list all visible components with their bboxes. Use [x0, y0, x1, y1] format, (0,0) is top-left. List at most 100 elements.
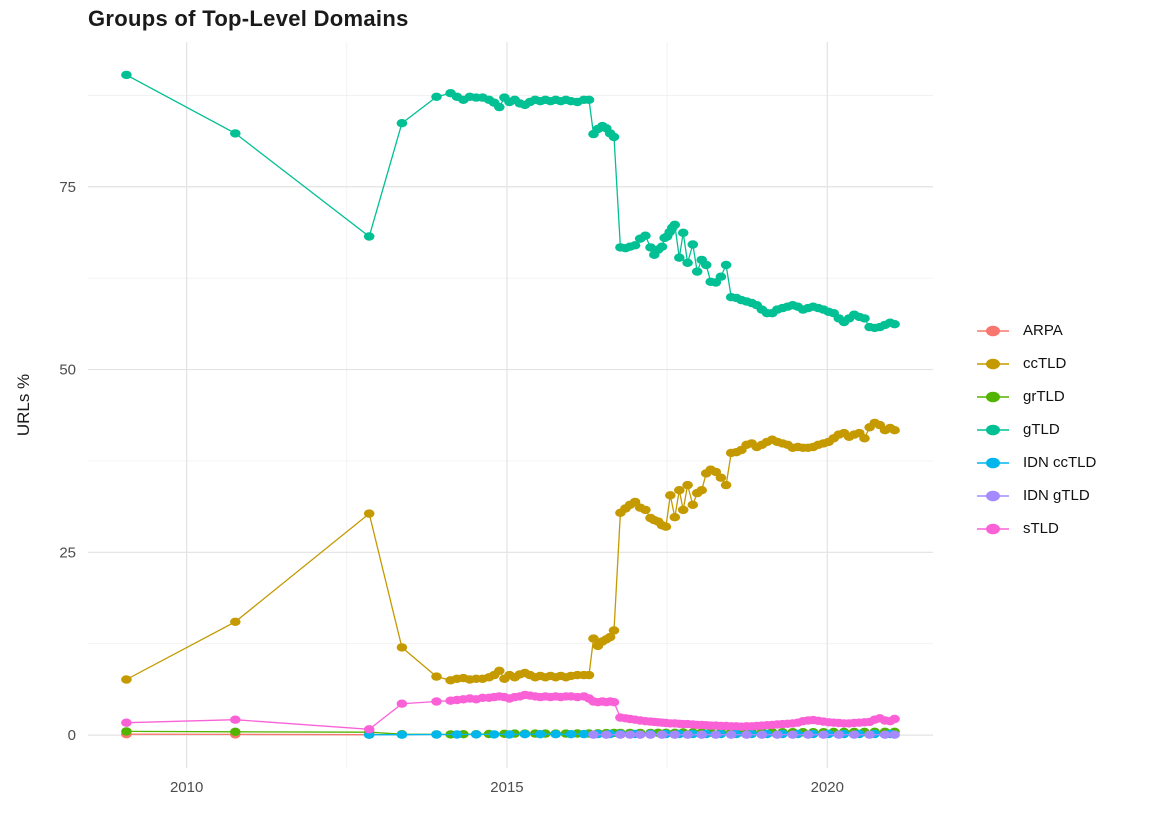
data-point-IDN-gTLD [624, 730, 636, 739]
data-point-ccTLD [583, 670, 595, 680]
data-point-IDN-gTLD [818, 730, 829, 739]
data-point-ccTLD [604, 632, 616, 642]
legend-key-icon [977, 457, 1009, 468]
legend-label: sTLD [1023, 520, 1059, 537]
legend-key-icon [977, 391, 1009, 402]
data-point-grTLD [230, 727, 241, 736]
data-point-IDN-gTLD [696, 730, 707, 739]
data-point-IDN-gTLD [864, 730, 875, 739]
legend-key-dot [986, 325, 1000, 336]
data-point-gTLD [494, 102, 505, 112]
x-tick-label: 2010 [170, 779, 203, 796]
data-point-IDN-gTLD [725, 730, 737, 739]
legend-key-dot [986, 424, 1000, 435]
data-point-sTLD [230, 715, 241, 724]
data-point-gTLD [629, 241, 641, 250]
data-point-ccTLD [687, 500, 699, 509]
legend-item-IDN-ccTLD: IDN ccTLD [976, 446, 1096, 479]
data-point-IDN-gTLD [756, 730, 768, 739]
data-point-ccTLD [396, 643, 408, 652]
data-point-IDN-gTLD [588, 730, 599, 739]
legend: ARPA ccTLD grTLD gTLD IDN ccTLD IDN gTLD sTLD [976, 314, 1096, 545]
data-point-ccTLD [494, 666, 505, 675]
data-point-IDN-gTLD [682, 730, 693, 739]
legend-item-sTLD: sTLD [976, 512, 1096, 545]
y-tick-label: 0 [68, 727, 76, 744]
data-point-IDN-gTLD [634, 730, 646, 739]
legend-item-IDN-gTLD: IDN gTLD [976, 479, 1096, 512]
data-point-gTLD [682, 258, 693, 267]
data-point-IDN-gTLD [710, 730, 722, 739]
series-line-ARPA [126, 733, 370, 736]
legend-key-icon [977, 424, 1009, 435]
data-point-grTLD [121, 727, 132, 736]
data-point-IDN-ccTLD [550, 730, 561, 739]
legend-key-dot [986, 457, 1000, 468]
data-point-gTLD [656, 242, 668, 251]
legend-key-icon [977, 523, 1009, 534]
legend-label: ARPA [1023, 322, 1063, 339]
data-point-ccTLD [889, 426, 900, 435]
x-tick-label: 2015 [490, 779, 523, 796]
data-point-sTLD [431, 697, 442, 706]
data-point-IDN-ccTLD [578, 729, 590, 739]
data-point-gTLD [700, 260, 712, 270]
data-point-ccTLD [608, 626, 620, 635]
data-point-IDN-ccTLD [488, 730, 500, 739]
data-point-gTLD [396, 119, 408, 128]
data-point-gTLD [608, 132, 620, 142]
legend-key-dot [986, 358, 1000, 369]
chart-title: Groups of Top-Level Domains [88, 6, 409, 31]
data-point-sTLD [363, 725, 375, 734]
legend-label: IDN ccTLD [1023, 454, 1097, 471]
legend-label: IDN gTLD [1023, 487, 1090, 504]
data-point-IDN-ccTLD [519, 730, 531, 739]
data-point-ccTLD [674, 486, 685, 495]
data-point-gTLD [677, 228, 689, 237]
data-point-sTLD [889, 714, 900, 724]
data-point-IDN-ccTLD [470, 730, 482, 739]
data-point-sTLD [608, 698, 620, 707]
data-point-IDN-gTLD [615, 730, 626, 739]
data-point-ccTLD [230, 617, 241, 626]
data-point-gTLD [720, 260, 732, 270]
data-point-IDN-gTLD [601, 730, 612, 739]
data-point-IDN-gTLD [645, 730, 656, 739]
data-point-gTLD [583, 95, 595, 105]
legend-key-icon [977, 358, 1009, 369]
data-point-ccTLD [665, 491, 676, 500]
legend-key-icon [977, 490, 1009, 501]
data-point-IDN-gTLD [772, 730, 783, 739]
legend-item-gTLD: gTLD [976, 413, 1096, 446]
data-point-ccTLD [696, 486, 707, 495]
data-point-gTLD [669, 220, 681, 229]
data-point-ccTLD [640, 505, 651, 515]
legend-key-dot [986, 490, 1000, 501]
data-point-sTLD [396, 699, 408, 708]
legend-key-dot [986, 391, 1000, 402]
series-line-ccTLD [126, 422, 895, 681]
data-point-IDN-ccTLD [565, 730, 577, 739]
data-point-ccTLD [669, 513, 681, 522]
y-tick-label: 50 [59, 362, 76, 379]
data-point-IDN-gTLD [669, 730, 681, 739]
data-point-IDN-gTLD [879, 730, 891, 739]
data-point-IDN-ccTLD [431, 730, 442, 739]
data-point-IDN-gTLD [848, 730, 860, 739]
data-point-ccTLD [715, 473, 727, 482]
data-point-gTLD [363, 232, 375, 241]
data-point-IDN-gTLD [656, 730, 668, 739]
data-point-gTLD [691, 267, 703, 276]
data-point-IDN-gTLD [802, 730, 814, 739]
data-point-ccTLD [660, 522, 672, 531]
data-point-IDN-gTLD [741, 730, 752, 739]
data-point-gTLD [121, 70, 132, 80]
data-point-IDN-ccTLD [451, 730, 463, 739]
legend-item-ccTLD: ccTLD [976, 347, 1096, 380]
data-point-gTLD [230, 129, 241, 138]
data-point-ccTLD [431, 672, 442, 681]
x-tick-label: 2020 [811, 779, 844, 796]
data-point-ccTLD [720, 480, 732, 490]
